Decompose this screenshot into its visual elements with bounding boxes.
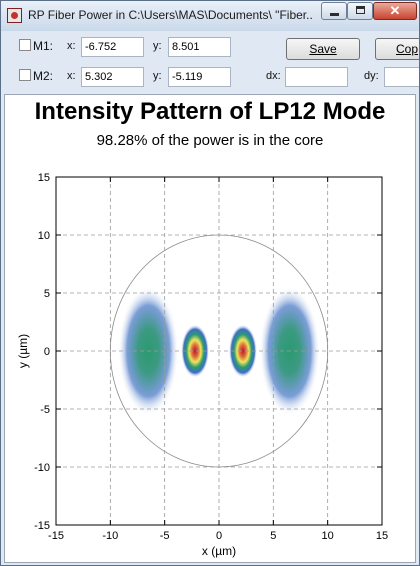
core-boundary-circle (109, 234, 329, 468)
dx-label: dx: (266, 70, 281, 82)
chart-subtitle: 98.28% of the power is in the core (96, 132, 324, 149)
dy-field[interactable] (384, 67, 419, 87)
intensity-lobe (180, 324, 210, 378)
m2-checkbox[interactable] (19, 69, 31, 81)
m2-x-label: x: (67, 70, 76, 82)
app-icon (7, 8, 22, 23)
x-tick-label: -5 (160, 530, 170, 542)
close-button[interactable]: ✕ (373, 2, 417, 20)
m2-y-label: y: (153, 70, 162, 82)
x-tick-label: -15 (48, 530, 64, 542)
m1-checkbox[interactable] (19, 39, 31, 51)
m2-y-field[interactable] (168, 67, 231, 87)
intensity-lobe (228, 324, 258, 378)
m1-x-label: x: (67, 40, 76, 52)
dy-label: dy: (364, 70, 379, 82)
y-tick-label: 10 (38, 230, 50, 242)
window-title: RP Fiber Power in C:\Users\MAS\Documents… (28, 8, 313, 22)
y-tick-label: 5 (44, 288, 50, 300)
y-tick-label: 15 (38, 172, 50, 184)
marker-toolbar: M1: x: y: Save Cop M2: x: y: dx: dy: (1, 31, 419, 93)
y-tick-label: -10 (34, 462, 50, 474)
x-tick-label: 10 (322, 530, 334, 542)
m2-x-field[interactable] (81, 67, 144, 87)
m1-y-label: y: (153, 40, 162, 52)
y-axis-label: y (µm) (16, 334, 30, 368)
copy-button-label: Cop (396, 42, 419, 56)
x-axis-label: x (µm) (202, 544, 236, 558)
x-tick-label: -10 (102, 530, 118, 542)
title-bar[interactable]: RP Fiber Power in C:\Users\MAS\Documents… (1, 1, 419, 31)
x-tick-label: 5 (270, 530, 276, 542)
m2-label: M2: (33, 69, 54, 83)
maximize-button[interactable] (347, 2, 373, 20)
m1-x-field[interactable] (81, 37, 144, 57)
save-button[interactable]: Save (286, 38, 360, 60)
plot-panel: Intensity Pattern of LP12 Mode 98.28% of… (4, 94, 416, 563)
save-button-label: Save (309, 42, 337, 56)
intensity-chart[interactable]: -15 -10 -5 0 5 10 15 -15 -10 -5 0 5 10 15 x (µm) y (µm) (5, 95, 415, 562)
maximize-icon (356, 6, 365, 14)
m1-label: M1: (33, 39, 54, 53)
copy-button[interactable]: Cop (375, 38, 419, 60)
x-tick-label: 0 (216, 530, 222, 542)
m1-y-field[interactable] (168, 37, 231, 57)
chart-title: Intensity Pattern of LP12 Mode (34, 98, 386, 125)
dx-field[interactable] (285, 67, 348, 87)
close-icon: ✕ (389, 3, 401, 18)
y-tick-label: -5 (40, 404, 50, 416)
x-tick-label: 15 (376, 530, 388, 542)
minimize-icon (330, 13, 339, 16)
y-tick-label: 0 (44, 346, 50, 358)
minimize-button[interactable] (321, 2, 347, 20)
y-tick-label: -15 (34, 520, 50, 532)
